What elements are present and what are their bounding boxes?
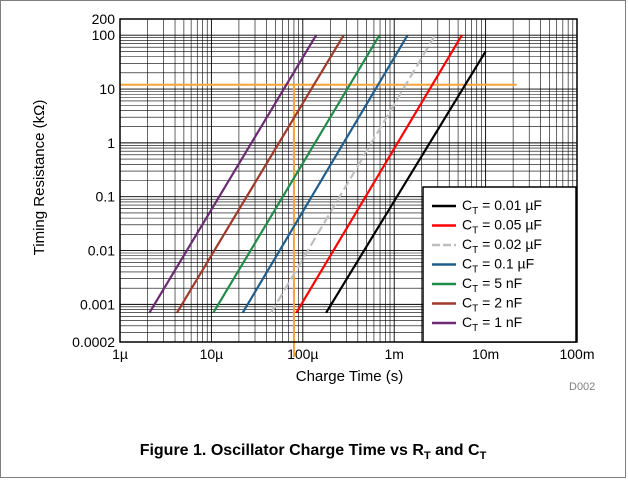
y-tick-label: 0.001: [80, 296, 115, 312]
y-tick-label: 10: [99, 81, 115, 97]
y-tick-label: 0.1: [96, 189, 116, 205]
series-line-2: [270, 34, 437, 314]
x-tick-label: 10µ: [200, 346, 224, 362]
y-tick-label: 200: [92, 11, 116, 27]
caption-sub-2: T: [479, 450, 487, 463]
legend-entry: CT = 0.01 µF: [462, 197, 542, 217]
y-tick-label: 100: [92, 27, 116, 43]
legend-entry: CT = 0.05 µF: [462, 217, 542, 237]
series-line-0: [325, 50, 487, 314]
caption-prefix: Figure 1. Oscillator Charge Time vs R: [139, 442, 424, 459]
caption-mid: and C: [430, 442, 480, 459]
y-tick-label: 0.01: [88, 243, 115, 259]
legend-entry: CT = 1 nF: [462, 314, 522, 334]
y-axis-label: Timing Resistance (kΩ): [31, 100, 48, 256]
legend-entry: CT = 0.02 µF: [462, 236, 542, 256]
y-tick-label: 0.0002: [72, 334, 115, 350]
x-axis-label: Charge Time (s): [296, 368, 404, 385]
legend-entry: CT = 2 nF: [462, 295, 522, 315]
x-tick-label: 1µ: [112, 346, 128, 362]
caption-sub-1: T: [423, 450, 431, 463]
x-tick-labels: 1µ 10µ 100µ 1m 10m 100m: [112, 346, 594, 362]
series-line-5: [176, 34, 345, 314]
plot-border: [119, 18, 578, 343]
figure-caption: Figure 1. Oscillator Charge Time vs RT a…: [0, 442, 626, 462]
series-line-1: [295, 34, 463, 314]
series-line-3: [241, 34, 409, 314]
legend-entry: CT = 0.1 µF: [462, 256, 534, 276]
series-line-6: [148, 34, 318, 314]
figure-code: D002: [569, 381, 596, 393]
annotation-lines: [120, 83, 517, 357]
x-tick-label: 1m: [384, 346, 403, 362]
x-tick-label: 100µ: [287, 346, 318, 362]
x-tick-label: 10m: [472, 346, 499, 362]
legend-entry: CT = 5 nF: [462, 275, 522, 295]
x-tick-label: 100m: [559, 346, 594, 362]
series-lines: [148, 34, 487, 314]
y-tick-label: 1: [107, 135, 115, 151]
series-line-4: [212, 34, 381, 314]
